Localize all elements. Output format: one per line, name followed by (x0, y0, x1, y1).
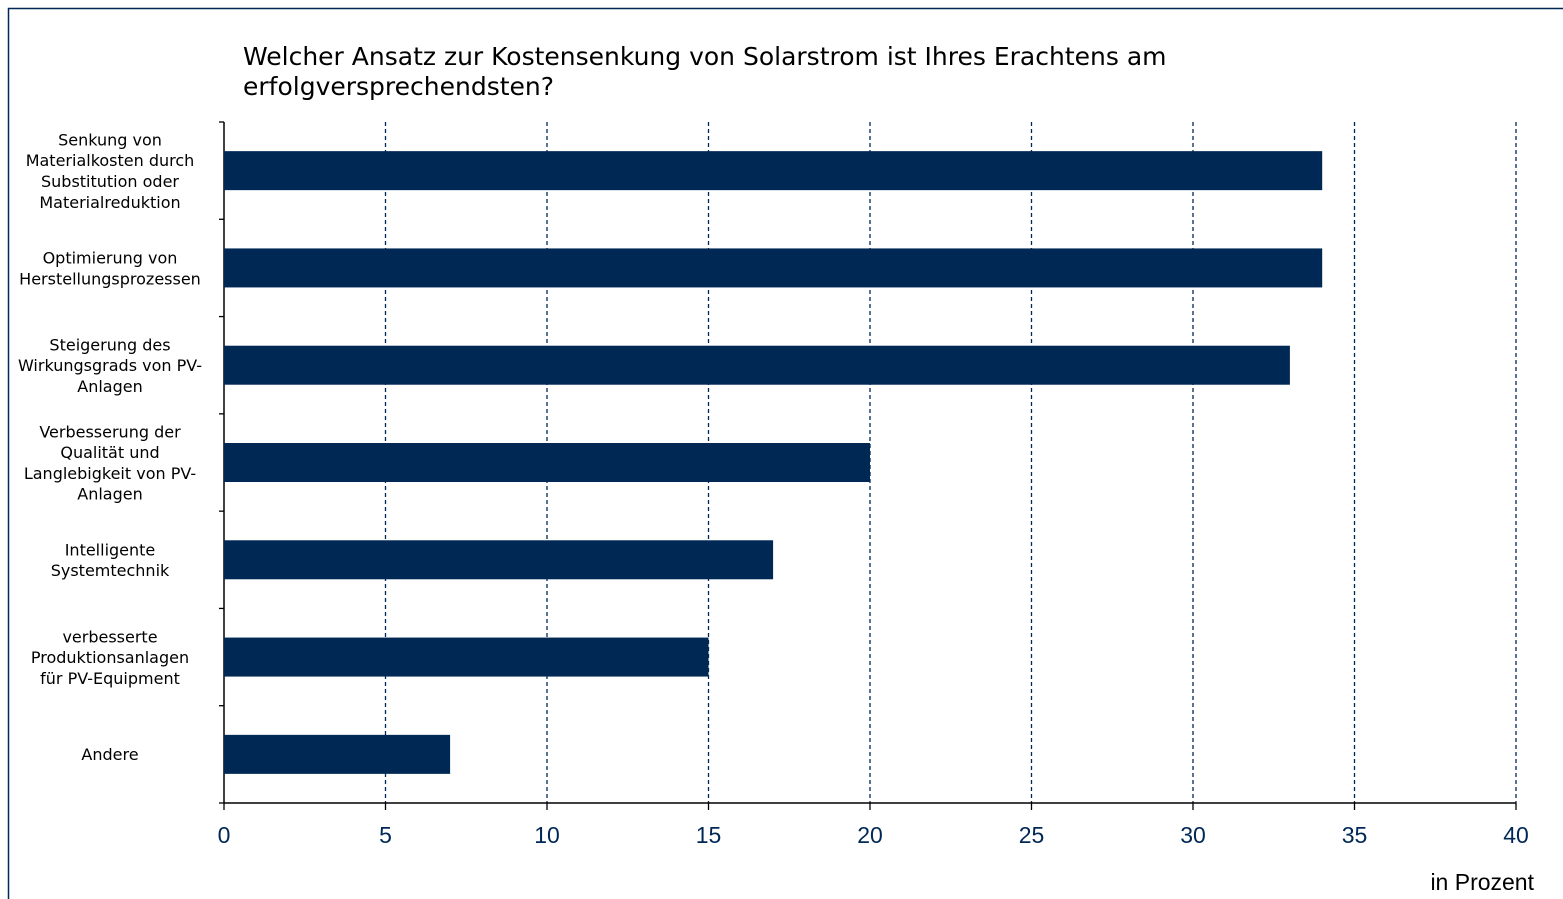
x-tick-label: 10 (534, 822, 560, 848)
bar (224, 637, 709, 677)
frame (7, 7, 1563, 899)
y-tick-label: Verbesserung der Qualität und Langlebigkei… (24, 422, 196, 503)
bar (224, 443, 870, 482)
x-tick-label: 35 (1342, 822, 1368, 848)
bar (224, 345, 1290, 385)
y-tick-label: Andere (81, 745, 138, 764)
x-tick-label: 5 (379, 822, 392, 848)
bar (224, 248, 1323, 288)
y-tick-label: Senkung von Materialkosten durch Substitut… (26, 130, 195, 211)
y-tick-label: Intelligente Systemtechnik (51, 540, 170, 580)
x-tick-label: 0 (218, 822, 231, 848)
x-tick-label: 30 (1180, 822, 1206, 848)
x-tick-label: 15 (696, 822, 722, 848)
x-tick-label: 20 (857, 822, 883, 848)
y-tick-label: Steigerung des Wirkungsgrads von PV-Anlag… (18, 335, 202, 396)
chart-title: Welcher Ansatz zur Kostensenkung von Sol… (243, 42, 1167, 101)
x-tick-label: 25 (1019, 822, 1045, 848)
x-axis-label: in Prozent (1430, 869, 1534, 895)
bar (224, 151, 1323, 191)
x-tick-label: 40 (1503, 822, 1529, 848)
bar (224, 540, 774, 580)
y-tick-label: Optimierung von Herstellungsprozessen (19, 248, 201, 288)
y-tick-label: verbesserte Produktionsanlagen für PV-Equi… (31, 627, 189, 688)
bar (224, 734, 451, 774)
